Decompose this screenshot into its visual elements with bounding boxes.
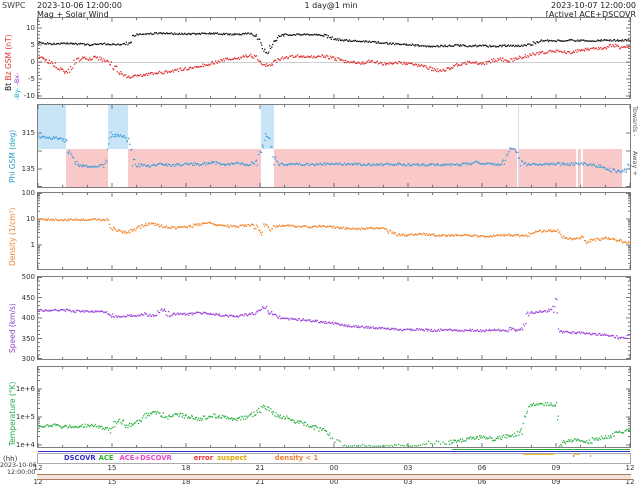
panel-phi-gsm bbox=[37, 104, 631, 188]
legend-item: suspect bbox=[217, 454, 247, 462]
legend-item: density < 1 bbox=[274, 454, 319, 462]
towards-sector-label: Towards - bbox=[631, 106, 639, 137]
source-indicator-bar bbox=[589, 455, 591, 458]
legend-item: ACE+DSCOVR bbox=[119, 454, 172, 462]
sector-shading-toward bbox=[108, 105, 128, 149]
hour-label: 06 bbox=[477, 463, 487, 472]
hour-label: 12 bbox=[625, 477, 635, 484]
axis-title-density: Density (1/cm³) bbox=[8, 208, 17, 266]
panel-speed bbox=[37, 276, 631, 360]
y-tick-label: 400 bbox=[21, 314, 35, 322]
legend-item: DSCOVR bbox=[64, 454, 96, 462]
axis-title-part: Temperature (°K) bbox=[8, 381, 17, 446]
hour-label: 12 bbox=[625, 463, 635, 472]
y-tick-label: -10 bbox=[23, 92, 35, 100]
y-tick-label: 135 bbox=[21, 165, 35, 173]
y-tick-label: 5 bbox=[30, 41, 35, 49]
plot-cadence: 1 day@1 min bbox=[304, 1, 358, 10]
axis-title-part: Phi GSM (deg) bbox=[8, 129, 17, 183]
y-tick-label: 0 bbox=[30, 58, 35, 66]
sector-shading-away bbox=[519, 149, 576, 187]
sector-shading-away bbox=[66, 149, 108, 187]
hour-label: 12 bbox=[33, 477, 43, 484]
hour-label: 09 bbox=[551, 463, 561, 472]
hour-label: 12 bbox=[33, 463, 43, 472]
source-indicator-bar bbox=[574, 453, 580, 455]
hour-label: 18 bbox=[181, 477, 191, 484]
plot-start-time: 2023-10-06 12:00:00 bbox=[37, 1, 122, 10]
hour-label: 03 bbox=[403, 463, 413, 472]
panel-density bbox=[37, 192, 631, 270]
y-tick-label: 450 bbox=[21, 293, 35, 302]
axis-title-part: -Bx- bbox=[13, 72, 21, 86]
axis-title-part: Bt bbox=[4, 80, 13, 91]
plot-title: Mag + Solar Wind bbox=[37, 10, 109, 19]
sector-shading-toward bbox=[261, 105, 274, 149]
panel-bt-bz-gsm bbox=[37, 17, 631, 99]
y-tick-label: 300 bbox=[21, 355, 35, 363]
legend-item: ACE bbox=[98, 454, 114, 462]
y-tick-label: 100 bbox=[21, 189, 35, 197]
sector-shading-away bbox=[274, 149, 517, 187]
hour-label: 00 bbox=[329, 477, 339, 484]
panel-temperature bbox=[37, 366, 631, 448]
source-indicator-bar bbox=[572, 455, 574, 458]
legend-item: error bbox=[193, 454, 214, 462]
hour-label: 21 bbox=[255, 477, 265, 484]
y-tick-label: 1e+4 bbox=[15, 441, 35, 449]
axis-title-part: Bz GSM (nT) bbox=[4, 34, 13, 81]
y-tick-label: 10 bbox=[26, 24, 35, 32]
hour-label: 15 bbox=[107, 463, 117, 472]
hour-label: 00 bbox=[329, 463, 339, 472]
source-indicator-bar bbox=[452, 448, 630, 451]
y-tick-label: 10 bbox=[26, 215, 35, 223]
y-tick-label: 1e+5 bbox=[15, 413, 35, 421]
axis-title-phi-gsm: Phi GSM (deg) bbox=[8, 130, 17, 183]
zero-gridline bbox=[38, 61, 630, 63]
axis-title-speed: Speed (km/s) bbox=[8, 303, 17, 353]
hour-label: 06 bbox=[477, 477, 487, 484]
y-tick-label: 350 bbox=[21, 334, 35, 343]
axis-title-part: -By- bbox=[13, 85, 21, 100]
axis-start-time: 12:00:00 bbox=[7, 469, 36, 476]
hour-label: 21 bbox=[255, 463, 265, 472]
hours-unit-label: (hh) bbox=[3, 455, 18, 463]
axis-title-temperature: Temperature (°K) bbox=[8, 382, 17, 446]
y-tick-label: -5 bbox=[28, 75, 35, 83]
y-tick-label: 315 bbox=[21, 129, 35, 137]
sector-shading-away bbox=[128, 149, 261, 187]
away-sector-label: Away + bbox=[631, 151, 639, 176]
plot-end-time: 2023-10-07 12:00:00 bbox=[551, 1, 636, 10]
hour-label: 15 bbox=[107, 477, 117, 484]
hour-label: 09 bbox=[551, 477, 561, 484]
data-status: [Active] ACE+DSCOVR bbox=[545, 10, 636, 19]
y-tick-label: 1 bbox=[30, 241, 35, 249]
agency-label: SWPC bbox=[2, 1, 26, 10]
axis-title-bt-bz-gsm: -By- -Bx- bbox=[13, 73, 21, 100]
axis-title-part: Density (1/cm³) bbox=[8, 207, 17, 266]
source-legend: DSCOVR ACE ACE+DSCOVR error suspect density <… bbox=[37, 452, 631, 464]
sector-shading-toward bbox=[38, 105, 66, 149]
source-indicator-bar bbox=[38, 450, 630, 453]
source-indicator-bar bbox=[523, 453, 554, 455]
axis-start-date: 2023-10-06 bbox=[0, 462, 37, 469]
y-tick-label: 1e+6 bbox=[15, 385, 35, 393]
y-tick-label: 500 bbox=[21, 273, 35, 281]
activity-strip bbox=[37, 474, 631, 480]
hour-label: 18 bbox=[181, 463, 191, 472]
axis-title-part: Speed (km/s) bbox=[8, 303, 17, 353]
axis-title-bt-bz-gsm: Bt Bz GSM (nT) bbox=[4, 34, 13, 91]
sector-shading-away bbox=[578, 149, 581, 187]
hour-label: 03 bbox=[403, 477, 413, 484]
sector-shading-toward bbox=[517, 105, 519, 187]
